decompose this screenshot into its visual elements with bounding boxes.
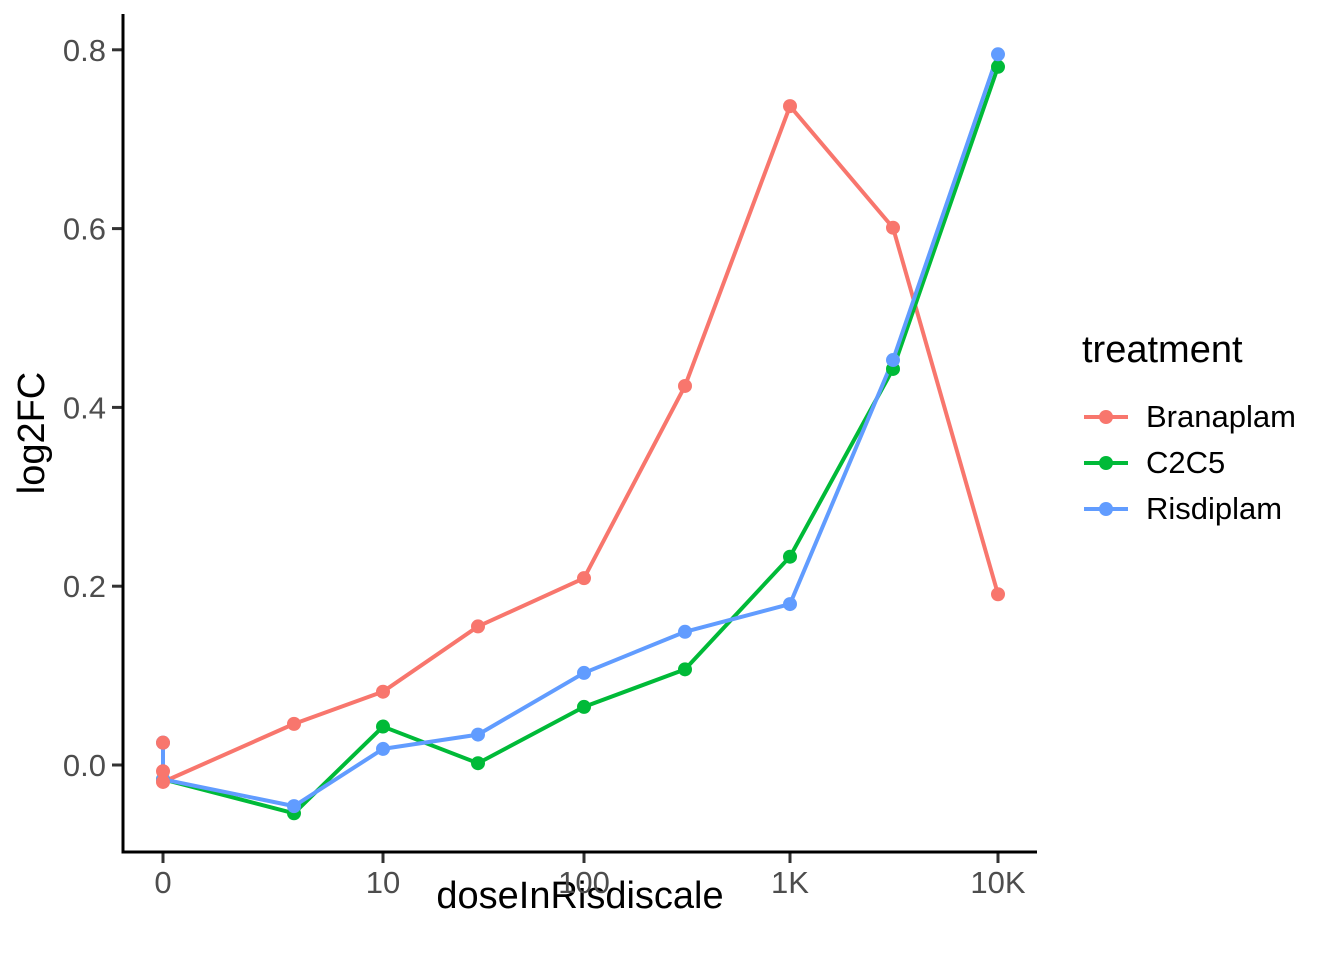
data-point-risdiplam bbox=[577, 665, 591, 680]
legend-title: treatment bbox=[1082, 329, 1243, 371]
data-point-risdiplam bbox=[376, 741, 390, 756]
data-point-risdiplam bbox=[783, 597, 797, 612]
data-point-branaplam bbox=[156, 735, 170, 750]
x-tick-label: 10K bbox=[970, 865, 1025, 900]
data-point-risdiplam bbox=[678, 624, 692, 639]
legend-items: Branaplam C2C5 Risdiplam bbox=[1082, 394, 1296, 532]
legend-key-point bbox=[1099, 501, 1113, 516]
legend-entry-label: Risdiplam bbox=[1146, 490, 1283, 526]
x-tick-label: 1K bbox=[771, 865, 809, 900]
legend-key-point bbox=[1099, 409, 1113, 424]
legend: treatment Branaplam C2C5 Risdiplam bbox=[1082, 329, 1296, 532]
data-point-branaplam bbox=[471, 619, 485, 634]
legend-entry-c2c5: C2C5 bbox=[1082, 440, 1296, 486]
legend-key-icon bbox=[1084, 409, 1128, 424]
x-tick-label: 100 bbox=[558, 865, 610, 900]
data-point-branaplam bbox=[678, 378, 692, 393]
legend-entry-label: C2C5 bbox=[1146, 444, 1226, 480]
legend-key-point bbox=[1099, 455, 1113, 470]
data-point-c2c5 bbox=[577, 699, 591, 714]
legend-entry-label: Branaplam bbox=[1146, 398, 1296, 434]
data-point-c2c5 bbox=[783, 549, 797, 564]
data-point-branaplam bbox=[991, 587, 1005, 602]
y-tick-label: 0.0 bbox=[63, 748, 106, 783]
data-point-c2c5 bbox=[991, 59, 1005, 74]
data-point-c2c5 bbox=[678, 662, 692, 677]
data-point-c2c5 bbox=[471, 756, 485, 771]
data-point-branaplam bbox=[156, 764, 170, 779]
data-point-risdiplam bbox=[471, 727, 485, 742]
legend-entry-branaplam: Branaplam bbox=[1082, 394, 1296, 440]
legend-key-icon bbox=[1084, 501, 1128, 516]
data-point-branaplam bbox=[783, 99, 797, 114]
x-tick-label: 10 bbox=[366, 865, 400, 900]
y-tick-label: 0.6 bbox=[63, 212, 106, 247]
data-point-branaplam bbox=[376, 684, 390, 699]
y-axis-title: log2FC bbox=[11, 372, 53, 495]
legend-key-icon bbox=[1084, 455, 1128, 470]
data-point-branaplam bbox=[577, 571, 591, 586]
x-axis-title: doseInRisdiscale bbox=[436, 875, 723, 917]
y-tick-label: 0.8 bbox=[63, 33, 106, 68]
data-point-risdiplam bbox=[886, 353, 900, 368]
data-point-risdiplam bbox=[287, 799, 301, 814]
data-point-risdiplam bbox=[991, 47, 1005, 62]
data-point-c2c5 bbox=[376, 719, 390, 734]
series-line-risdiplam bbox=[161, 52, 1000, 809]
data-point-branaplam bbox=[886, 220, 900, 235]
data-point-branaplam bbox=[156, 774, 170, 789]
y-tick-label: 0.2 bbox=[63, 569, 106, 604]
x-tick-label: 0 bbox=[154, 865, 171, 900]
series-line-branaplam bbox=[161, 104, 1000, 784]
y-tick-label: 0.4 bbox=[63, 390, 106, 425]
legend-entry-risdiplam: Risdiplam bbox=[1082, 486, 1296, 532]
data-point-branaplam bbox=[287, 716, 301, 731]
